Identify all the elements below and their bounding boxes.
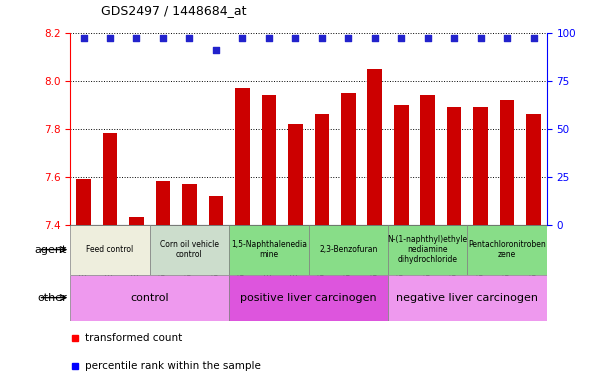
Text: control: control [130,293,169,303]
Bar [150,225,229,275]
Text: Corn oil vehicle
control: Corn oil vehicle control [160,240,219,259]
Point [290,35,300,41]
Point [185,35,194,41]
Text: transformed count: transformed count [84,333,182,343]
Bar [156,182,170,225]
Bar [394,105,409,225]
Bar [129,217,144,225]
Point [449,35,459,41]
Point [397,35,406,41]
Point [105,35,115,41]
Bar [288,124,302,225]
Bar [447,107,461,225]
Bar [235,88,250,225]
Bar [467,225,547,275]
Point [423,35,433,41]
Bar [500,100,514,225]
Text: N-(1-naphthyl)ethyle
nediamine
dihydrochloride: N-(1-naphthyl)ethyle nediamine dihydroch… [387,235,468,265]
Text: agent: agent [35,245,67,255]
Point [211,47,221,53]
Point [264,35,274,41]
Bar [70,275,229,321]
Point [131,35,141,41]
Point [79,35,89,41]
Point [238,35,247,41]
Text: 2,3-Benzofuran: 2,3-Benzofuran [319,245,378,254]
Text: negative liver carcinogen: negative liver carcinogen [397,293,538,303]
Text: Pentachloronitroben
zene: Pentachloronitroben zene [468,240,546,259]
Point [317,35,327,41]
Bar [341,93,356,225]
Bar [388,275,547,321]
Text: Feed control: Feed control [86,245,134,254]
Point [158,35,168,41]
Point [529,35,538,41]
Bar [262,95,276,225]
Text: 1,5-Naphthalenedia
mine: 1,5-Naphthalenedia mine [231,240,307,259]
Bar [315,114,329,225]
Bar [229,225,309,275]
Bar [182,184,197,225]
Bar [70,225,150,275]
Bar [309,225,388,275]
Text: other: other [37,293,67,303]
Point [370,35,379,41]
Bar [229,275,388,321]
Bar [208,196,223,225]
Point [343,35,353,41]
Bar [526,114,541,225]
Point [502,35,512,41]
Bar [474,107,488,225]
Point [476,35,486,41]
Text: percentile rank within the sample: percentile rank within the sample [84,361,260,371]
Bar [388,225,467,275]
Bar [76,179,91,225]
Bar [367,69,382,225]
Text: GDS2497 / 1448684_at: GDS2497 / 1448684_at [101,4,246,17]
Text: positive liver carcinogen: positive liver carcinogen [240,293,377,303]
Bar [420,95,435,225]
Bar [103,134,117,225]
